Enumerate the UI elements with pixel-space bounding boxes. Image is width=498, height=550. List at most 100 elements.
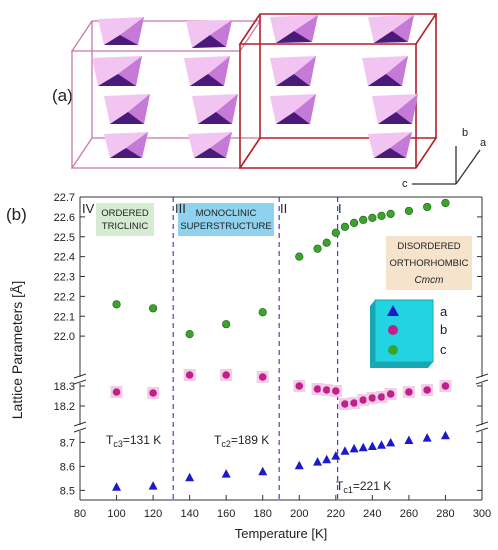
x-tick-label: 140 [180,508,198,520]
polyhedron [270,15,318,43]
region-numeral: I [338,201,342,216]
polyhedron [368,132,412,158]
point-c [148,304,158,313]
y-tick-label: 22.7 [54,192,75,204]
point-b [405,388,413,396]
point-a [367,441,377,450]
x-tick-label: 240 [363,508,381,520]
polyhedron [372,94,418,124]
polyhedron [270,94,316,124]
polyhedron [98,17,144,45]
point-a [313,457,323,466]
region-box-text: SUPERSTRUCTURE [180,221,271,232]
polyhedra [92,15,418,158]
polyhedron [104,132,148,158]
point-b [332,387,340,395]
point-c [313,244,322,253]
region-box-monoclinic [178,203,274,236]
point-b [341,400,349,408]
point-c [423,202,432,212]
x-tick-label: 300 [473,508,491,520]
tc2-value: =189 K [231,433,269,447]
axis-break-marks [73,373,489,433]
tc3-label: Tc3=131 K [106,433,161,449]
crystal-axes [412,146,481,185]
point-a [358,442,368,452]
y-axis: 22.0 22.1 22.2 22.3 22.4 22.5 22.6 22.7 18.2 18.3… [54,192,482,497]
point-b [149,389,157,397]
y-tick-label: 22.3 [54,272,75,284]
legend-marker-a [387,305,399,316]
region-box-text: ORTHORHOMBIC [390,258,469,269]
x-tick-label: 260 [400,508,418,520]
y-tick-label: 22.5 [54,232,75,244]
tc1-subscript: c1 [343,485,353,495]
polyhedron [184,56,230,86]
point-c [377,211,386,220]
point-b [185,371,194,379]
phase-boundaries [172,197,339,500]
point-a [422,433,432,442]
point-a [112,482,122,491]
point-c [359,215,368,224]
polyhedron [368,15,414,43]
point-c [404,206,414,216]
point-c [295,252,304,261]
point-c [322,238,331,247]
tc3-subscript: c3 [113,439,123,449]
point-b [368,394,377,402]
point-c [185,330,194,339]
point-b [258,373,267,381]
polyhedron [270,56,316,86]
lattice-chart: (b) ORDERED TRICLINIC MONOCLINIC SUPERST… [6,192,491,541]
x-tick-label: 80 [74,508,86,520]
point-c [222,320,231,329]
x-tick-label: 180 [254,508,272,520]
y-tick-label: 18.3 [54,381,75,393]
point-b [386,390,395,398]
polyhedron [188,132,232,158]
point-c [368,213,377,222]
point-a [404,435,414,444]
point-b [222,371,230,379]
point-a [440,430,450,440]
b-axis-label: b [462,127,468,139]
point-a [221,469,231,478]
x-axis: 80 100 120 140 160 180 200 220 240 260 280 300 [74,495,491,520]
point-a [294,460,304,470]
legend-label-b: b [440,322,447,337]
point-c [112,300,121,309]
point-b [322,386,331,394]
point-a [258,466,268,476]
polyhedron [192,94,238,124]
region-box-text: DISORDERED [397,241,460,252]
crystal-structure-panel: (a) [52,13,487,190]
y-tick-label: 22.0 [54,331,75,343]
legend-marker-b [388,325,398,335]
point-c [340,222,350,231]
region-box-ordered [96,203,154,236]
point-a [148,481,158,490]
tc3-value: =131 K [123,433,161,447]
polyhedron [186,20,232,48]
x-tick-label: 100 [107,508,125,520]
point-b [112,388,121,396]
point-c [349,218,359,227]
x-tick-label: 220 [327,508,345,520]
polyhedron [92,56,142,86]
legend-marker-c [388,345,398,355]
point-b [313,385,322,393]
x-tick-label: 200 [290,508,308,520]
point-a [185,472,195,482]
y-tick-label: 8.5 [60,485,75,497]
y-tick-label: 22.6 [54,212,75,224]
point-c [441,198,450,208]
region-box-text: TRICLINIC [102,221,149,232]
legend-label-a: a [440,304,448,319]
region-box-disordered [386,236,472,290]
y-tick-label: 22.2 [54,291,75,303]
x-axis-title: Temperature [K] [235,526,328,541]
point-a [340,446,350,455]
region-numeral: II [280,201,287,216]
